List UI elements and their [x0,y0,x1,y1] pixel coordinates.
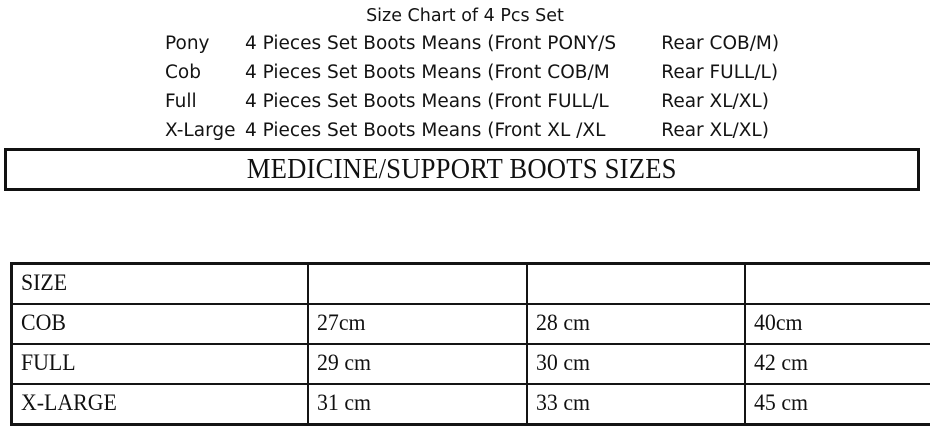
intro-row-description: 4 Pieces Set Boots Means (Front [245,58,541,87]
intro-row-description: 4 Pieces Set Boots Means (Front [245,116,541,145]
table-cell-text: 33 cm [536,390,590,416]
intro-row-size: Pony [165,29,245,58]
intro-row-rear: Rear FULL/L) [661,58,778,87]
table-row: X-LARGE 31 cm 33 cm 45 cm [12,384,930,425]
table-cell-b: 28 cm [527,304,745,344]
table-cell-c: 40cm [745,304,930,344]
table-cell-a: 29 cm [308,344,527,384]
page-title: Size Chart of 4 Pcs Set [0,0,930,29]
table-cell-size: FULL [12,344,309,384]
table-cell-c: 45 cm [745,384,930,425]
banner-box: MEDICINE/SUPPORT BOOTS SIZES [4,148,920,191]
table-cell-text: 42 cm [754,350,808,376]
table-header-row: SIZE [12,264,930,305]
table-header-label: SIZE [21,270,67,296]
banner-title: MEDICINE/SUPPORT BOOTS SIZES [247,153,677,186]
table-header-cell-size: SIZE [12,264,309,305]
intro-row-rear: Rear COB/M) [661,29,779,58]
intro-row-front: PONY/S [541,29,661,58]
intro-row-size: Cob [165,58,245,87]
table-cell-text: 29 cm [317,350,371,376]
table-cell-text: 28 cm [536,310,590,336]
table-cell-b: 33 cm [527,384,745,425]
intro-row: Full 4 Pieces Set Boots Means (Front FUL… [0,87,930,116]
table-cell-text: X-LARGE [21,390,117,416]
table-row: COB 27cm 28 cm 40cm [12,304,930,344]
intro-row-size: X-Large [165,116,245,145]
table-cell-a: 27cm [308,304,527,344]
size-table: SIZE COB 27cm 28 cm 40cm FULL 29 cm 30 c… [10,262,930,426]
table-cell-size: COB [12,304,309,344]
intro-row: Pony 4 Pieces Set Boots Means (Front PON… [0,29,930,58]
table-cell-a: 31 cm [308,384,527,425]
intro-row-description: 4 Pieces Set Boots Means (Front [245,29,541,58]
table-cell-text: COB [21,310,66,336]
table-row: FULL 29 cm 30 cm 42 cm [12,344,930,384]
table-cell-text: 31 cm [317,390,371,416]
table-cell-b: 30 cm [527,344,745,384]
intro-row: X-Large 4 Pieces Set Boots Means (Front … [0,116,930,145]
intro-row-front: FULL/L [541,87,661,116]
intro-row: Cob 4 Pieces Set Boots Means (Front COB/… [0,58,930,87]
table-cell-text: 27cm [317,310,366,336]
table-cell-text: 45 cm [754,390,808,416]
table-cell-text: FULL [21,350,76,376]
intro-row-rear: Rear XL/XL) [661,116,769,145]
table-cell-text: 40cm [754,310,803,336]
table-header-cell-a [308,264,527,305]
table-cell-c: 42 cm [745,344,930,384]
intro-block: Size Chart of 4 Pcs Set Pony 4 Pieces Se… [0,0,930,145]
intro-row-size: Full [165,87,245,116]
table-header-cell-b [527,264,745,305]
intro-row-description: 4 Pieces Set Boots Means (Front [245,87,541,116]
table-header-cell-c [745,264,930,305]
table-cell-size: X-LARGE [12,384,309,425]
intro-row-rear: Rear XL/XL) [661,87,769,116]
intro-row-front: COB/M [541,58,661,87]
table-cell-text: 30 cm [536,350,590,376]
intro-row-front: XL /XL [541,116,661,145]
size-table-container: SIZE COB 27cm 28 cm 40cm FULL 29 cm 30 c… [10,262,918,426]
